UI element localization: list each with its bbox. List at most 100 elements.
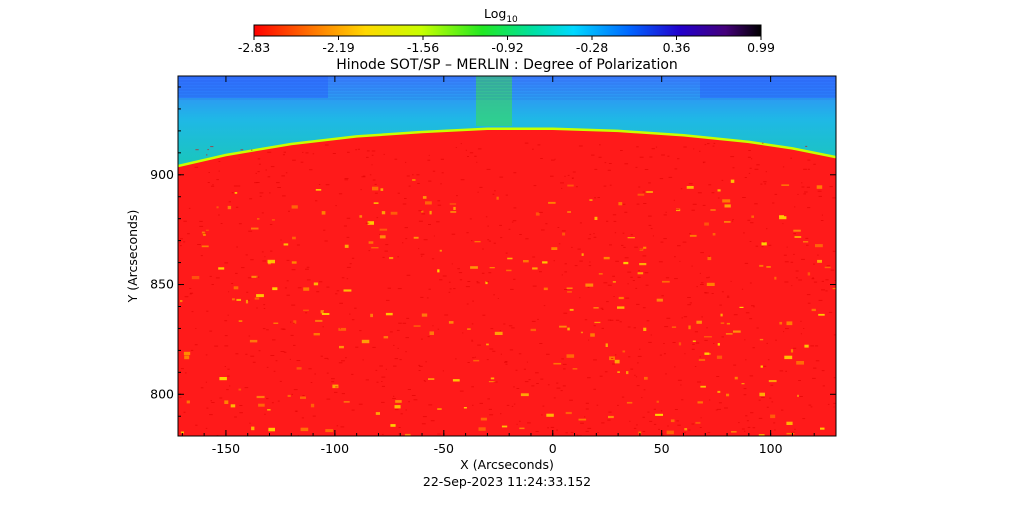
disk-texture: [622, 232, 625, 234]
polarization-patch: [643, 327, 647, 331]
disk-texture: [308, 368, 312, 370]
disk-texture: [523, 368, 526, 370]
disk-texture: [665, 373, 667, 375]
disk-texture: [453, 288, 456, 290]
polarization-patch: [686, 186, 694, 189]
disk-texture: [482, 248, 484, 250]
disk-texture: [663, 214, 667, 216]
polarization-patch: [724, 204, 731, 208]
polarization-patch: [310, 403, 315, 408]
disk-texture: [324, 357, 328, 359]
polarization-patch: [258, 403, 265, 407]
polarization-patch: [656, 298, 663, 302]
disk-texture: [674, 168, 678, 170]
disk-texture: [766, 406, 769, 408]
polarization-patch: [725, 333, 733, 335]
polarization-patch: [519, 427, 525, 430]
polarization-patch: [271, 219, 275, 221]
disk-texture: [407, 389, 411, 390]
disk-texture: [655, 146, 658, 148]
disk-texture: [244, 387, 249, 389]
disk-texture: [211, 402, 215, 403]
polarization-patch: [781, 184, 790, 186]
disk-texture: [427, 336, 430, 338]
disk-texture: [257, 158, 261, 160]
disk-texture: [758, 399, 761, 401]
disk-texture: [793, 253, 795, 255]
disk-texture: [572, 171, 576, 173]
disk-texture: [332, 153, 336, 154]
disk-texture: [621, 396, 625, 398]
disk-texture: [381, 376, 386, 378]
disk-texture: [691, 348, 695, 350]
disk-texture: [724, 407, 728, 409]
disk-texture: [636, 303, 640, 305]
polarization-patch: [820, 427, 825, 430]
disk-texture: [704, 292, 709, 294]
polarization-patch: [562, 232, 566, 236]
disk-texture: [652, 235, 654, 237]
disk-texture: [291, 304, 296, 306]
disk-texture: [336, 290, 340, 292]
polarization-patch: [617, 371, 620, 373]
disk-texture: [537, 144, 541, 146]
disk-texture: [604, 162, 607, 164]
disk-texture: [569, 399, 573, 401]
disk-texture: [361, 176, 366, 178]
disk-texture: [399, 359, 402, 361]
disk-texture: [609, 244, 612, 246]
disk-texture: [280, 351, 285, 352]
disk-texture: [339, 328, 341, 330]
disk-texture: [531, 320, 536, 322]
disk-texture: [205, 354, 208, 356]
disk-texture: [760, 183, 763, 185]
disk-texture: [383, 153, 385, 155]
disk-texture: [578, 145, 583, 147]
disk-texture: [800, 320, 802, 322]
disk-texture: [402, 203, 407, 205]
disk-texture: [697, 192, 702, 194]
disk-texture: [587, 238, 591, 240]
disk-texture: [650, 228, 653, 230]
disk-texture: [228, 201, 231, 203]
x-tick-label: -100: [321, 441, 349, 456]
polarization-patch: [429, 210, 432, 215]
disk-texture: [638, 186, 641, 188]
disk-texture: [536, 383, 539, 384]
disk-texture: [707, 432, 711, 434]
polarization-patch: [186, 400, 190, 404]
y-tick-label: 850: [150, 277, 174, 292]
disk-texture: [247, 277, 252, 279]
disk-texture: [805, 237, 809, 239]
disk-texture: [565, 432, 568, 434]
polarization-patch: [581, 253, 584, 256]
polarization-patch: [412, 179, 416, 181]
polarization-patch: [759, 338, 764, 341]
polarization-patch: [268, 260, 271, 265]
disk-texture: [749, 241, 752, 242]
disk-texture: [833, 406, 835, 408]
polarization-patch: [804, 344, 809, 348]
disk-texture: [209, 414, 213, 416]
disk-texture: [682, 432, 686, 434]
polarization-patch: [381, 211, 386, 215]
disk-texture: [341, 277, 345, 279]
polarization-patch: [389, 257, 394, 260]
disk-texture: [477, 191, 479, 193]
polarization-patch: [273, 322, 279, 324]
disk-texture: [630, 368, 634, 370]
disk-texture: [541, 414, 543, 416]
disk-texture: [227, 368, 230, 370]
disk-texture: [689, 302, 692, 304]
disk-texture: [335, 386, 338, 388]
disk-texture: [633, 427, 637, 429]
polarization-patch: [741, 383, 745, 385]
disk-texture: [821, 280, 824, 282]
disk-texture: [648, 341, 652, 343]
polarization-patch: [760, 365, 763, 368]
disk-texture: [335, 293, 338, 295]
disk-texture: [284, 287, 287, 289]
disk-texture: [320, 355, 323, 357]
polarization-patch: [816, 185, 823, 189]
polarization-patch: [413, 325, 421, 327]
